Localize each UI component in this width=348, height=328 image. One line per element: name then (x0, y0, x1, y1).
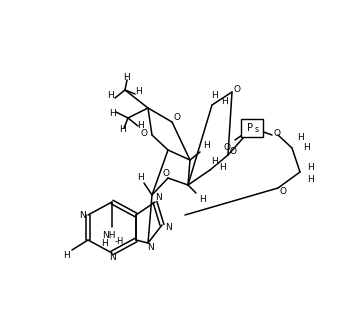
Text: s: s (255, 126, 259, 134)
Text: O: O (229, 148, 237, 156)
Text: H: H (63, 251, 69, 259)
Text: N: N (156, 194, 163, 202)
Text: -H: -H (114, 237, 124, 247)
Text: H: H (120, 126, 126, 134)
Text: H: H (219, 163, 226, 173)
Text: O: O (274, 129, 280, 137)
Text: NH: NH (102, 231, 116, 239)
Text: H: H (212, 91, 219, 99)
Text: H: H (307, 162, 314, 172)
Text: H: H (137, 173, 143, 181)
Text: H: H (221, 96, 227, 106)
Text: H: H (296, 133, 303, 142)
FancyBboxPatch shape (241, 119, 263, 137)
Text: H: H (108, 91, 114, 99)
Text: O: O (223, 144, 230, 153)
Text: H: H (303, 144, 309, 153)
Text: O: O (234, 85, 240, 93)
Text: O: O (141, 129, 148, 137)
Text: O: O (163, 169, 169, 177)
Text: H: H (124, 73, 130, 83)
Text: N: N (109, 254, 116, 262)
Text: P: P (247, 123, 253, 133)
Text: H: H (212, 157, 219, 167)
Text: O: O (174, 113, 181, 122)
Text: H: H (137, 121, 143, 131)
Text: H: H (203, 141, 209, 151)
Text: H: H (136, 88, 142, 96)
Text: H: H (109, 109, 116, 117)
Text: O: O (279, 188, 286, 196)
Text: N: N (148, 243, 155, 253)
Text: N: N (165, 223, 171, 233)
Text: N: N (80, 211, 86, 219)
Text: H: H (199, 195, 205, 203)
Text: H: H (307, 174, 314, 183)
Text: H: H (101, 239, 108, 249)
